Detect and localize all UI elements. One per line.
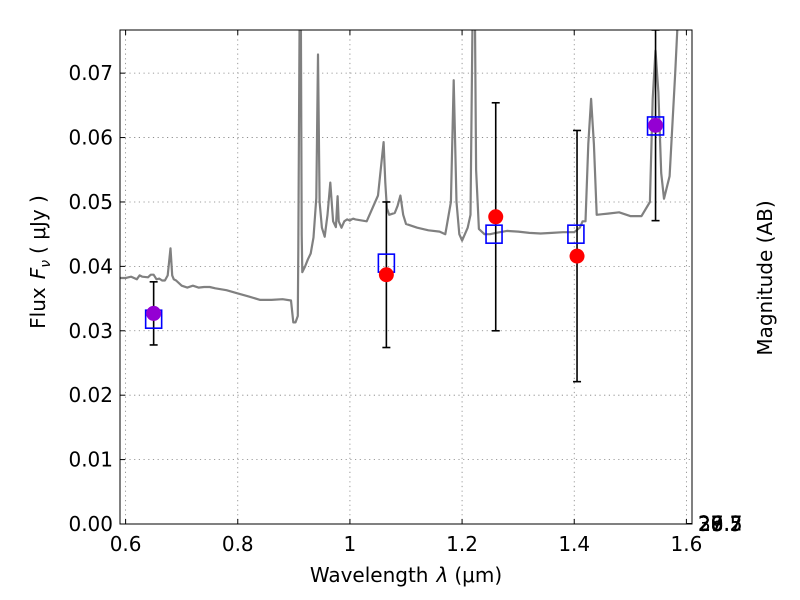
x-axis-unit: (μm) xyxy=(454,563,502,587)
model-photometry-square xyxy=(485,224,503,244)
x-axis-label: Wavelength λ (μm) xyxy=(310,563,502,587)
x-tick-label: 1.2 xyxy=(446,532,478,556)
observed-photometry-point xyxy=(146,305,162,321)
y-tick-label: 0.04 xyxy=(68,254,113,278)
y-axis-symbol: F xyxy=(26,267,50,279)
observed-photometry-point xyxy=(648,117,664,133)
observed-photometry-point xyxy=(378,267,394,283)
y2-tick-label: 30 xyxy=(698,512,723,536)
marker-layer xyxy=(144,116,665,329)
y-tick-label: 0.06 xyxy=(68,126,113,150)
y-tick-label: 0.07 xyxy=(68,61,113,85)
y-axis-subscript: ν xyxy=(38,260,54,268)
y2-tick-label: 28.5 xyxy=(698,512,743,536)
y2-tick-label: 26.7 xyxy=(698,512,743,536)
model-photometry-square xyxy=(646,116,665,136)
y-tick-label: 0.02 xyxy=(68,383,113,407)
y2-axis-label: Magnitude (AB) xyxy=(753,200,777,355)
x-tick-label: 0.8 xyxy=(222,532,254,556)
y2-tick-label: 27 xyxy=(698,512,723,536)
x-tick-label: 1 xyxy=(344,532,357,556)
spectrum-layer xyxy=(120,30,679,324)
x-axis-symbol: λ xyxy=(436,563,449,587)
model-photometry-square xyxy=(567,224,585,244)
y-tick-label: 0.00 xyxy=(68,512,113,536)
x-axis-label-text: Wavelength xyxy=(310,563,429,587)
y-axis-label-text: Flux xyxy=(26,287,50,329)
observed-photometry-point xyxy=(569,248,585,264)
tick-layer: 0.6 0.8 1 1.2 1.4 1.6 0.00 0.01 0.02 0.03 0.04 0.05… xyxy=(68,30,743,556)
y2-tick-label: 29 xyxy=(698,512,723,536)
observed-photometry-point xyxy=(488,209,504,225)
y2-tick-label: 28 xyxy=(698,512,723,536)
y-tick-label: 0.03 xyxy=(68,319,113,343)
x-tick-label: 1.6 xyxy=(670,532,702,556)
spectrum-line xyxy=(120,30,679,324)
y-axis-unit: ( μJy ) xyxy=(26,195,50,254)
plot-frame xyxy=(119,29,693,525)
y2-tick-label: 27.5 xyxy=(698,512,743,536)
y-tick-label: 0.01 xyxy=(68,448,113,472)
y-axis-label: Flux Fν ( μJy ) xyxy=(26,195,54,329)
y-tick-label: 0.05 xyxy=(68,190,113,214)
y2-tick-label: 27.2 xyxy=(698,512,743,536)
x-tick-label: 1.4 xyxy=(558,532,590,556)
x-tick-label: 0.6 xyxy=(110,532,142,556)
